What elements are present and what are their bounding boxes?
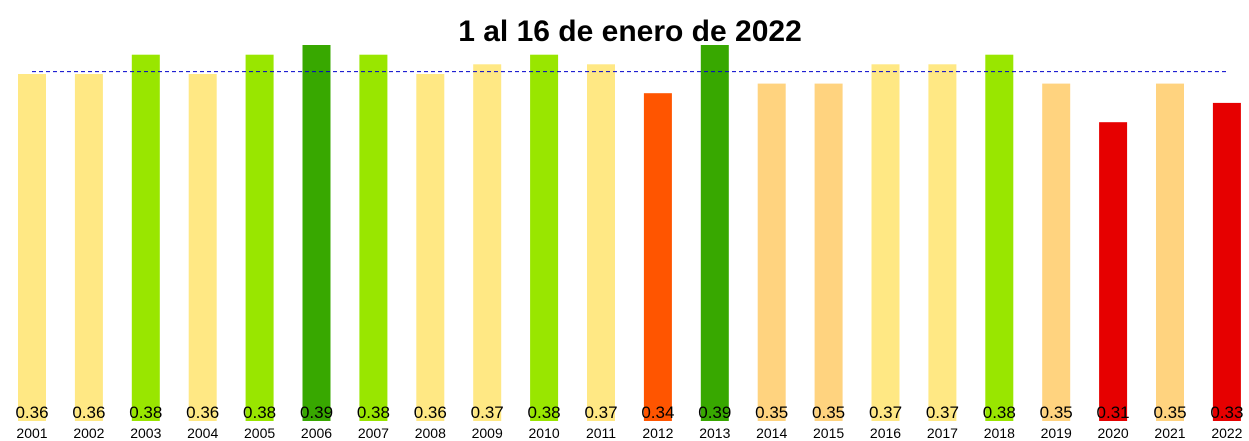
bar-2002 xyxy=(75,74,103,421)
value-label-2002: 0.36 xyxy=(72,403,105,422)
value-label-2001: 0.36 xyxy=(15,403,48,422)
value-label-2019: 0.35 xyxy=(1040,403,1073,422)
bar-2005 xyxy=(246,55,274,421)
year-label-2008: 2008 xyxy=(415,425,446,441)
bar-2011 xyxy=(587,64,615,421)
year-label-2021: 2021 xyxy=(1154,425,1185,441)
value-label-2012: 0.34 xyxy=(641,403,674,422)
year-label-2013: 2013 xyxy=(699,425,730,441)
year-label-2019: 2019 xyxy=(1041,425,1072,441)
value-label-2003: 0.38 xyxy=(129,403,162,422)
year-label-2015: 2015 xyxy=(813,425,844,441)
bar-2021 xyxy=(1156,84,1184,421)
chart-title: 1 al 16 de enero de 2022 xyxy=(458,15,802,48)
value-label-2011: 0.37 xyxy=(584,403,617,422)
bar-2013 xyxy=(701,45,729,421)
value-label-2016: 0.37 xyxy=(869,403,902,422)
value-label-2015: 0.35 xyxy=(812,403,845,422)
value-label-2013: 0.39 xyxy=(698,403,731,422)
bar-2016 xyxy=(872,64,900,421)
value-label-2008: 0.36 xyxy=(414,403,447,422)
value-label-2022: 0.33 xyxy=(1210,403,1243,422)
year-label-2003: 2003 xyxy=(130,425,161,441)
bar-2018 xyxy=(985,55,1013,421)
year-label-2007: 2007 xyxy=(358,425,389,441)
value-label-2018: 0.38 xyxy=(983,403,1016,422)
value-label-2005: 0.38 xyxy=(243,403,276,422)
year-label-2022: 2022 xyxy=(1211,425,1242,441)
bar-2007 xyxy=(359,55,387,421)
value-label-2010: 0.38 xyxy=(528,403,561,422)
year-label-2004: 2004 xyxy=(187,425,218,441)
bar-2020 xyxy=(1099,122,1127,421)
bar-2008 xyxy=(416,74,444,421)
value-label-2017: 0.37 xyxy=(926,403,959,422)
bar-2010 xyxy=(530,55,558,421)
value-label-2020: 0.31 xyxy=(1097,403,1130,422)
value-label-2006: 0.39 xyxy=(300,403,333,422)
year-label-2001: 2001 xyxy=(16,425,47,441)
year-label-2014: 2014 xyxy=(756,425,787,441)
bar-2009 xyxy=(473,64,501,421)
year-label-2005: 2005 xyxy=(244,425,275,441)
year-label-2020: 2020 xyxy=(1098,425,1129,441)
bar-2003 xyxy=(132,55,160,421)
year-label-2017: 2017 xyxy=(927,425,958,441)
bar-2022 xyxy=(1213,103,1241,421)
value-label-2009: 0.37 xyxy=(471,403,504,422)
year-label-2009: 2009 xyxy=(472,425,503,441)
bar-2014 xyxy=(758,84,786,421)
year-label-2012: 2012 xyxy=(642,425,673,441)
bar-2019 xyxy=(1042,84,1070,421)
bars-layer xyxy=(18,45,1241,421)
year-label-2002: 2002 xyxy=(73,425,104,441)
value-label-2004: 0.36 xyxy=(186,403,219,422)
labels-layer: 0.36 2001 0.36 2002 0.38 2003 0.36 2004 0.38 2005… xyxy=(15,403,1243,441)
value-label-2014: 0.35 xyxy=(755,403,788,422)
year-label-2018: 2018 xyxy=(984,425,1015,441)
year-label-2011: 2011 xyxy=(586,425,616,441)
bar-2015 xyxy=(815,84,843,421)
bar-2001 xyxy=(18,74,46,421)
year-label-2006: 2006 xyxy=(301,425,332,441)
bar-2017 xyxy=(928,64,956,421)
value-label-2021: 0.35 xyxy=(1153,403,1186,422)
bar-2006 xyxy=(303,45,331,421)
year-label-2016: 2016 xyxy=(870,425,901,441)
bar-2004 xyxy=(189,74,217,421)
year-label-2010: 2010 xyxy=(529,425,560,441)
value-label-2007: 0.38 xyxy=(357,403,390,422)
bar-2012 xyxy=(644,93,672,421)
